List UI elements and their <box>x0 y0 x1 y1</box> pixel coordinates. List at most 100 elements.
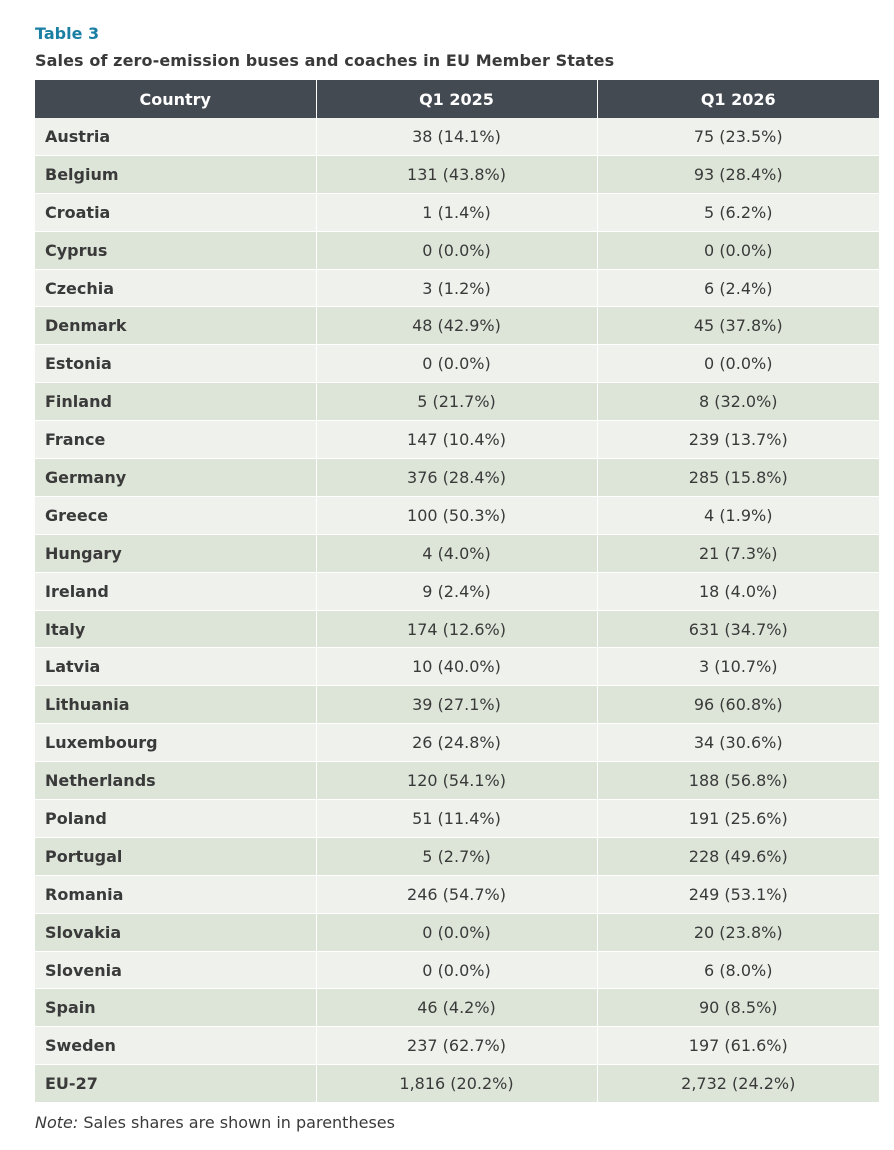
country-cell: Latvia <box>35 647 317 687</box>
q1-2026-cell: 2,732 (24.2%) <box>597 1064 879 1104</box>
q1-2025-cell: 147 (10.4%) <box>316 420 598 460</box>
table-row: Denmark 48 (42.9%) 45 (37.8%) <box>35 306 879 346</box>
country-cell: Sweden <box>35 1026 317 1066</box>
country-cell: Czechia <box>35 269 317 308</box>
q1-2026-cell: 93 (28.4%) <box>597 155 879 194</box>
table-row: Cyprus 0 (0.0%) 0 (0.0%) <box>35 231 879 270</box>
q1-2025-cell: 0 (0.0%) <box>316 231 598 270</box>
table-row: Finland 5 (21.7%) 8 (32.0%) <box>35 382 879 422</box>
q1-2025-cell: 174 (12.6%) <box>316 610 598 649</box>
table-row: France 147 (10.4%) 239 (13.7%) <box>35 420 879 460</box>
q1-2025-cell: 0 (0.0%) <box>316 951 598 990</box>
column-header-country: Country <box>35 80 317 118</box>
table-row: Netherlands 120 (54.1%) 188 (56.8%) <box>35 761 879 801</box>
country-cell: Belgium <box>35 155 317 194</box>
q1-2025-cell: 120 (54.1%) <box>316 761 598 801</box>
country-cell: Italy <box>35 610 317 649</box>
table-row: Sweden 237 (62.7%) 197 (61.6%) <box>35 1026 879 1066</box>
q1-2026-cell: 96 (60.8%) <box>597 685 879 725</box>
table-number-label: Table 3 <box>35 24 100 43</box>
q1-2025-cell: 4 (4.0%) <box>316 534 598 573</box>
table-row: Germany 376 (28.4%) 285 (15.8%) <box>35 458 879 497</box>
q1-2025-cell: 100 (50.3%) <box>316 496 598 535</box>
q1-2026-cell: 3 (10.7%) <box>597 647 879 687</box>
q1-2026-cell: 239 (13.7%) <box>597 420 879 460</box>
q1-2026-cell: 18 (4.0%) <box>597 572 879 611</box>
country-cell: Lithuania <box>35 685 317 725</box>
table-row: Hungary 4 (4.0%) 21 (7.3%) <box>35 534 879 573</box>
q1-2026-cell: 631 (34.7%) <box>597 610 879 649</box>
q1-2025-cell: 10 (40.0%) <box>316 647 598 687</box>
table-body: Austria 38 (14.1%) 75 (23.5%) Belgium 131 (4… <box>35 118 879 1104</box>
q1-2025-cell: 26 (24.8%) <box>316 723 598 763</box>
country-cell: Ireland <box>35 572 317 611</box>
country-cell: EU-27 <box>35 1064 317 1104</box>
q1-2025-cell: 51 (11.4%) <box>316 799 598 838</box>
q1-2026-cell: 4 (1.9%) <box>597 496 879 535</box>
q1-2025-cell: 46 (4.2%) <box>316 988 598 1028</box>
table-title: Sales of zero-emission buses and coaches… <box>35 51 615 70</box>
table-row: Czechia 3 (1.2%) 6 (2.4%) <box>35 269 879 308</box>
country-cell: Portugal <box>35 837 317 876</box>
table-row: Croatia 1 (1.4%) 5 (6.2%) <box>35 193 879 232</box>
note-text: Sales shares are shown in parentheses <box>78 1113 395 1132</box>
q1-2026-cell: 5 (6.2%) <box>597 193 879 232</box>
note-label: Note: <box>35 1113 79 1132</box>
country-cell: Spain <box>35 988 317 1028</box>
q1-2025-cell: 0 (0.0%) <box>316 913 598 952</box>
country-cell: Greece <box>35 496 317 535</box>
q1-2026-cell: 75 (23.5%) <box>597 118 879 156</box>
q1-2025-cell: 131 (43.8%) <box>316 155 598 194</box>
q1-2026-cell: 6 (8.0%) <box>597 951 879 990</box>
country-cell: Austria <box>35 118 317 156</box>
q1-2026-cell: 8 (32.0%) <box>597 382 879 422</box>
q1-2026-cell: 285 (15.8%) <box>597 458 879 497</box>
country-cell: Finland <box>35 382 317 422</box>
table-header-row: Country Q1 2025 Q1 2026 <box>35 80 879 118</box>
table-note: Note: Sales shares are shown in parenthe… <box>35 1113 395 1132</box>
q1-2026-cell: 0 (0.0%) <box>597 231 879 270</box>
q1-2026-cell: 188 (56.8%) <box>597 761 879 801</box>
q1-2026-cell: 191 (25.6%) <box>597 799 879 838</box>
q1-2025-cell: 1,816 (20.2%) <box>316 1064 598 1104</box>
table-row: Austria 38 (14.1%) 75 (23.5%) <box>35 118 879 156</box>
q1-2026-cell: 249 (53.1%) <box>597 875 879 914</box>
table-row: Poland 51 (11.4%) 191 (25.6%) <box>35 799 879 838</box>
country-cell: Cyprus <box>35 231 317 270</box>
q1-2025-cell: 3 (1.2%) <box>316 269 598 308</box>
q1-2026-cell: 90 (8.5%) <box>597 988 879 1028</box>
q1-2025-cell: 376 (28.4%) <box>316 458 598 497</box>
q1-2025-cell: 48 (42.9%) <box>316 306 598 346</box>
table-row: Latvia 10 (40.0%) 3 (10.7%) <box>35 647 879 687</box>
table-row: Greece 100 (50.3%) 4 (1.9%) <box>35 496 879 535</box>
table-row: Estonia 0 (0.0%) 0 (0.0%) <box>35 344 879 384</box>
q1-2026-cell: 228 (49.6%) <box>597 837 879 876</box>
q1-2025-cell: 237 (62.7%) <box>316 1026 598 1066</box>
country-cell: Slovakia <box>35 913 317 952</box>
q1-2025-cell: 39 (27.1%) <box>316 685 598 725</box>
q1-2026-cell: 21 (7.3%) <box>597 534 879 573</box>
country-cell: France <box>35 420 317 460</box>
table-row: Romania 246 (54.7%) 249 (53.1%) <box>35 875 879 914</box>
q1-2025-cell: 9 (2.4%) <box>316 572 598 611</box>
q1-2026-cell: 20 (23.8%) <box>597 913 879 952</box>
q1-2025-cell: 5 (2.7%) <box>316 837 598 876</box>
table-row: Lithuania 39 (27.1%) 96 (60.8%) <box>35 685 879 725</box>
country-cell: Poland <box>35 799 317 838</box>
table-row: Luxembourg 26 (24.8%) 34 (30.6%) <box>35 723 879 763</box>
table-row: Ireland 9 (2.4%) 18 (4.0%) <box>35 572 879 611</box>
q1-2025-cell: 38 (14.1%) <box>316 118 598 156</box>
q1-2025-cell: 0 (0.0%) <box>316 344 598 384</box>
q1-2025-cell: 5 (21.7%) <box>316 382 598 422</box>
q1-2026-cell: 0 (0.0%) <box>597 344 879 384</box>
sales-table: Country Q1 2025 Q1 2026 Austria 38 (14.1%… <box>35 80 879 1104</box>
table-row: Slovenia 0 (0.0%) 6 (8.0%) <box>35 951 879 990</box>
table-row: Belgium 131 (43.8%) 93 (28.4%) <box>35 155 879 194</box>
country-cell: Slovenia <box>35 951 317 990</box>
table-row: EU-27 1,816 (20.2%) 2,732 (24.2%) <box>35 1064 879 1104</box>
column-header-q1-2026: Q1 2026 <box>597 80 879 118</box>
country-cell: Hungary <box>35 534 317 573</box>
table-row: Spain 46 (4.2%) 90 (8.5%) <box>35 988 879 1028</box>
country-cell: Luxembourg <box>35 723 317 763</box>
table-row: Slovakia 0 (0.0%) 20 (23.8%) <box>35 913 879 952</box>
